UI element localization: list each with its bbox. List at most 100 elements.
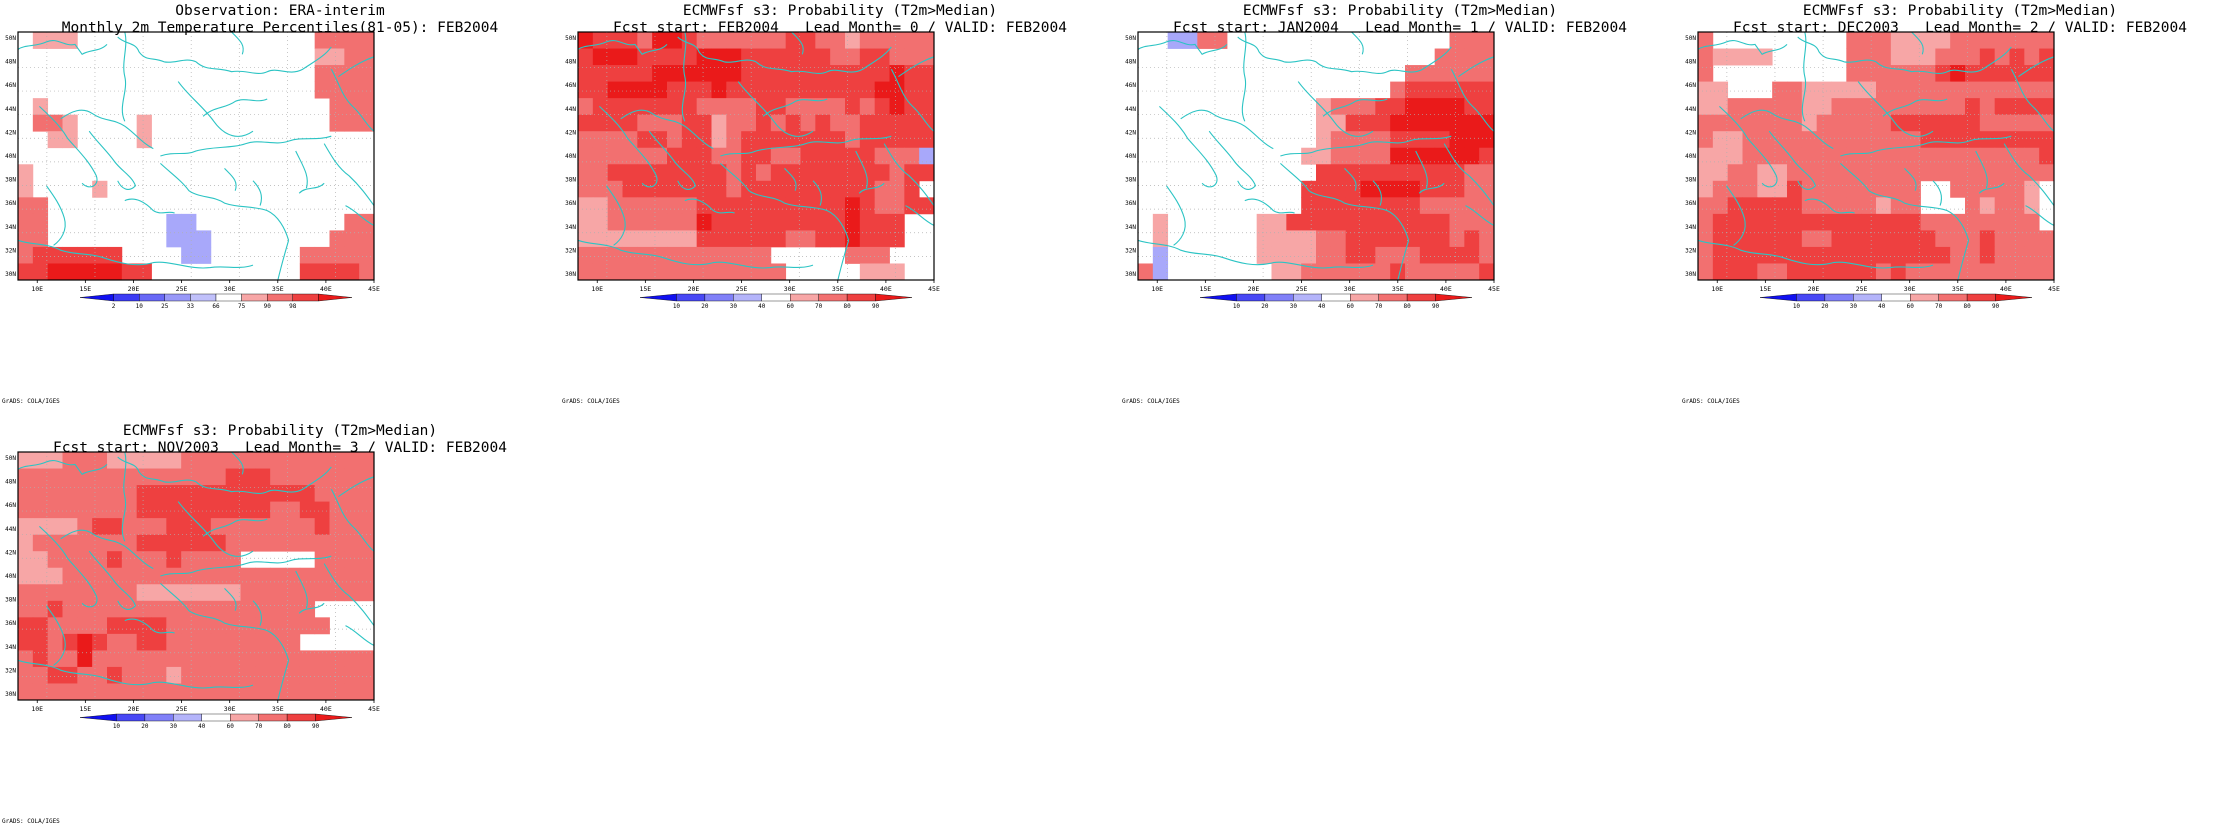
grid-cell (1846, 81, 1862, 99)
grid-cell (1345, 230, 1361, 248)
grid-cell (1316, 197, 1332, 215)
grid-cell (711, 114, 727, 132)
grid-cell (1286, 246, 1302, 264)
grid-cell (181, 650, 197, 668)
grid-cell (285, 534, 301, 552)
grid-cell (2024, 98, 2040, 116)
grid-cell (607, 164, 623, 182)
coastline (2003, 143, 2055, 206)
lat-tick-label: 32N (1685, 247, 1696, 254)
grid-cell (1479, 230, 1495, 248)
grid-cell (1846, 213, 1862, 231)
map-plot: 10E 15E 20E 25E 30E 35E 40E 45E30N32N34N36N38N4… (565, 31, 940, 310)
colorbar-label: 30 (730, 303, 738, 310)
grid-cell (607, 131, 623, 149)
grid-cell (711, 164, 727, 182)
grid-cell (240, 617, 256, 635)
grid-cell (329, 501, 345, 519)
grid-cell (121, 485, 138, 502)
colorbar-swatch (1759, 293, 1797, 302)
grid-cell (196, 683, 212, 701)
grid-cell (904, 164, 920, 182)
grid-cell (859, 246, 876, 264)
grid-cell (77, 485, 93, 502)
grid-cell (785, 131, 801, 149)
grid-cell (1301, 197, 1317, 215)
grid-cell (756, 263, 772, 281)
grid-cell (667, 48, 683, 66)
grid-cell (1405, 114, 1421, 132)
grid-cell (1479, 81, 1495, 99)
grid-cell (578, 65, 594, 82)
grid-cell (196, 518, 212, 536)
coastlines (1697, 31, 2055, 281)
grid-cell (919, 65, 935, 82)
coastline (1975, 150, 1988, 189)
grid-cell (1935, 81, 1951, 99)
grid-cell (1920, 48, 1936, 66)
grid-cell (181, 518, 197, 536)
grid-cell (77, 584, 93, 602)
grid-cell (270, 452, 286, 469)
grid-cell (1861, 213, 1877, 231)
grid-cell (329, 518, 345, 536)
grid-cell (904, 114, 920, 132)
coastline (677, 36, 757, 63)
grid-cell (344, 263, 360, 281)
grid-cell (681, 48, 698, 66)
lat-tick-label: 44N (1125, 106, 1136, 113)
grid-cell (1757, 98, 1773, 116)
grid-cell (696, 147, 712, 165)
grid-cell (62, 114, 78, 132)
grid-cell (889, 81, 905, 99)
grid-cell (92, 683, 108, 701)
grid-cell (329, 98, 345, 116)
grid-cell (1405, 263, 1421, 281)
lon-tick-label: 35E (272, 285, 284, 293)
grid-cell (652, 263, 668, 281)
grid-cell (1757, 114, 1773, 132)
grid-cell (151, 468, 167, 486)
grid-cell (1212, 32, 1228, 49)
grid-cell (1419, 131, 1436, 149)
grid-cell (2024, 180, 2040, 198)
lon-tick-label: 10E (1151, 285, 1163, 293)
grid-cell (121, 650, 138, 668)
colorbar-label: 10 (673, 303, 681, 310)
grid-cell (919, 164, 935, 182)
grid-cell (681, 98, 698, 116)
grid-cell (255, 485, 271, 502)
grid-cell (255, 567, 271, 585)
grid-cell (225, 567, 241, 585)
grid-cell (1831, 197, 1847, 215)
grid-cell (711, 65, 727, 82)
coastline (890, 68, 935, 132)
grid-cell (359, 98, 375, 116)
grid-cell (1905, 246, 1921, 264)
grid-cell (2009, 147, 2025, 165)
grid-cell (815, 32, 831, 49)
grid-cell (1464, 32, 1480, 49)
coastline (599, 105, 658, 188)
grid-cell (1712, 164, 1729, 182)
colorbar-swatch (1881, 293, 1911, 302)
grid-cell (889, 147, 905, 165)
grid-cell (196, 501, 212, 519)
grid-cell (637, 180, 653, 198)
grid-cell (800, 164, 816, 182)
grid-cell (1727, 197, 1743, 215)
grid-cell (1950, 114, 1966, 132)
grid-cell (1712, 131, 1729, 149)
grid-cell (726, 263, 742, 281)
grid-cell (711, 180, 727, 198)
panel-forecast-lead2: ECMWFsf s3: Probability (T2m>Median) Fcs… (1680, 0, 2240, 420)
grid-cell (622, 197, 638, 215)
grid-cell (2039, 32, 2055, 49)
coastline (905, 205, 935, 226)
lat-tick-label: 36N (1125, 200, 1136, 207)
grid-cell (92, 584, 108, 602)
grid-cell (92, 650, 108, 668)
grid-cell (240, 584, 256, 602)
grid-cell (2009, 131, 2025, 149)
grid-cell (1801, 197, 1818, 215)
